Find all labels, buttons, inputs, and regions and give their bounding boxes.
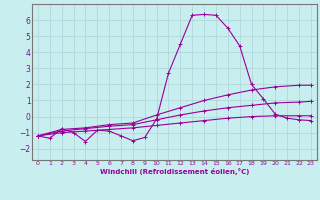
X-axis label: Windchill (Refroidissement éolien,°C): Windchill (Refroidissement éolien,°C) bbox=[100, 168, 249, 175]
